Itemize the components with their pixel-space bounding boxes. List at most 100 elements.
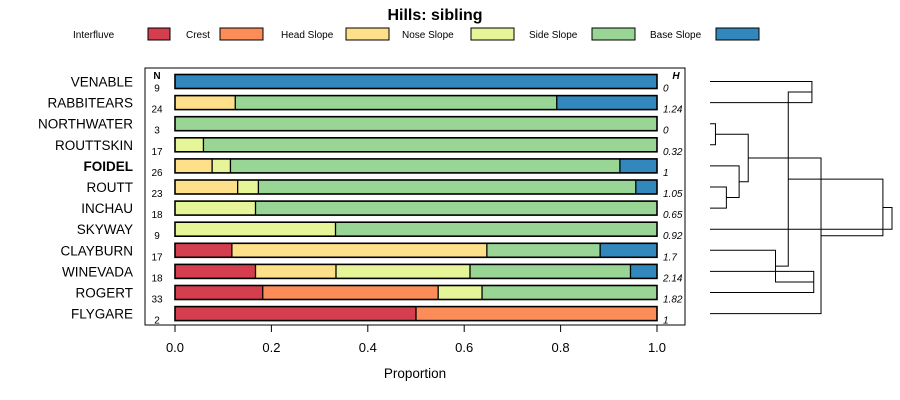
row-label: NORTHWATER — [38, 117, 133, 132]
x-tick-label: 0.0 — [166, 340, 184, 355]
x-tick-label: 0.4 — [359, 340, 377, 355]
bar-segment — [175, 180, 238, 194]
row-label: CLAYBURN — [60, 243, 133, 258]
n-header: N — [153, 71, 160, 82]
dendrogram-branch — [715, 133, 749, 183]
dendrogram — [710, 81, 893, 315]
bar-outline — [174, 73, 658, 90]
bar-segment — [175, 243, 232, 258]
h-value: 1.24 — [663, 105, 683, 116]
row-label: FLYGARE — [71, 307, 133, 322]
row-label: FOIDEL — [84, 159, 134, 174]
bar-segment — [175, 74, 657, 89]
h-value: 1.7 — [663, 252, 677, 263]
legend-swatch — [591, 27, 636, 41]
bar-segment — [262, 285, 439, 300]
bar-segment — [258, 180, 636, 194]
row-label: INCHAU — [81, 201, 133, 216]
legend-swatch — [219, 27, 264, 41]
legend-swatch — [715, 27, 760, 41]
bar-segment — [175, 201, 256, 216]
dendrogram-branch — [710, 249, 814, 283]
n-value: 9 — [154, 84, 160, 95]
row-label: RABBITEARS — [47, 96, 133, 111]
h-value: 0.92 — [663, 231, 683, 242]
bar-segment — [255, 264, 336, 279]
bar-segment — [230, 158, 620, 173]
legend-label: Nose Slope — [402, 30, 454, 41]
x-tick-label: 0.2 — [262, 340, 280, 355]
n-value: 2 — [154, 316, 160, 327]
bar-segment — [175, 158, 213, 173]
bar-segment — [482, 285, 657, 300]
legend-swatch — [470, 27, 515, 41]
dendrogram-branch — [710, 123, 716, 146]
legend-label: Interfluve — [73, 30, 115, 41]
bar-segment — [175, 222, 336, 237]
bar-segment — [175, 116, 657, 131]
h-value: 0.32 — [663, 147, 683, 158]
bar-segment — [600, 243, 657, 258]
bar-segment — [237, 180, 259, 194]
dendrogram-branch — [710, 206, 893, 230]
bar-outline — [174, 284, 658, 301]
row-label: SKYWAY — [77, 222, 133, 237]
n-value: 9 — [154, 231, 160, 242]
legend-swatch — [147, 27, 171, 41]
h-value: 0 — [663, 126, 669, 137]
x-tick-label: 1.0 — [648, 340, 666, 355]
dendrogram-branch — [788, 178, 884, 237]
bar-outline — [174, 242, 658, 259]
bar-segment — [175, 264, 256, 279]
bar-outline — [174, 221, 658, 237]
legend: Interfluve Crest Head Slope Nose Slope Side … — [73, 27, 760, 41]
bar-segment — [630, 264, 657, 279]
bar-outline — [174, 200, 658, 216]
bar-outline — [174, 137, 658, 153]
bar-segment — [486, 243, 601, 258]
bar-outline — [174, 179, 658, 195]
x-tick-label: 0.6 — [455, 340, 473, 355]
bar-segment — [335, 222, 657, 237]
bar-segment — [255, 201, 657, 216]
bar-segment — [619, 158, 657, 173]
legend-label: Base Slope — [650, 30, 702, 41]
bar-segment — [416, 306, 657, 321]
n-value: 18 — [151, 210, 163, 221]
n-value: 17 — [151, 252, 163, 263]
dendrogram-branch — [710, 157, 822, 315]
bar-segment — [203, 137, 658, 152]
h-value: 1 — [663, 316, 669, 327]
row-label: VENABLE — [71, 75, 133, 90]
h-value: 0 — [663, 84, 669, 95]
n-value: 33 — [151, 295, 163, 306]
bar-segment — [175, 285, 263, 300]
bar-segment — [469, 264, 631, 279]
h-value: 1.82 — [663, 295, 683, 306]
n-value: 26 — [151, 168, 163, 179]
bar-outline — [174, 115, 658, 132]
plot-frame — [144, 67, 686, 326]
legend-label: Side Slope — [529, 30, 578, 41]
bar-segment — [212, 158, 231, 173]
row-label: ROUTTSKIN — [55, 138, 133, 153]
x-axis: 0.0 0.2 0.4 0.6 0.8 1.0 — [166, 325, 666, 355]
legend-label: Head Slope — [281, 30, 334, 41]
h-value: 1.05 — [663, 189, 683, 200]
row-label: ROUTT — [87, 180, 134, 195]
chart-title: Hills: sibling — [387, 7, 482, 24]
bar-segment — [235, 95, 557, 110]
h-value: 1 — [663, 168, 669, 179]
h-header: H — [672, 71, 680, 82]
bar-segment — [175, 95, 236, 110]
row-label: WINEVADA — [62, 264, 133, 279]
bar-segment — [175, 137, 204, 152]
bar-segment — [438, 285, 483, 300]
x-axis-label: Proportion — [384, 366, 446, 381]
h-value: 2.14 — [662, 273, 683, 284]
bar-outline — [174, 263, 658, 280]
legend-swatch — [345, 27, 390, 41]
bar-segment — [556, 95, 657, 110]
bar-segment — [175, 306, 416, 321]
row-label: ROGERT — [75, 286, 133, 301]
